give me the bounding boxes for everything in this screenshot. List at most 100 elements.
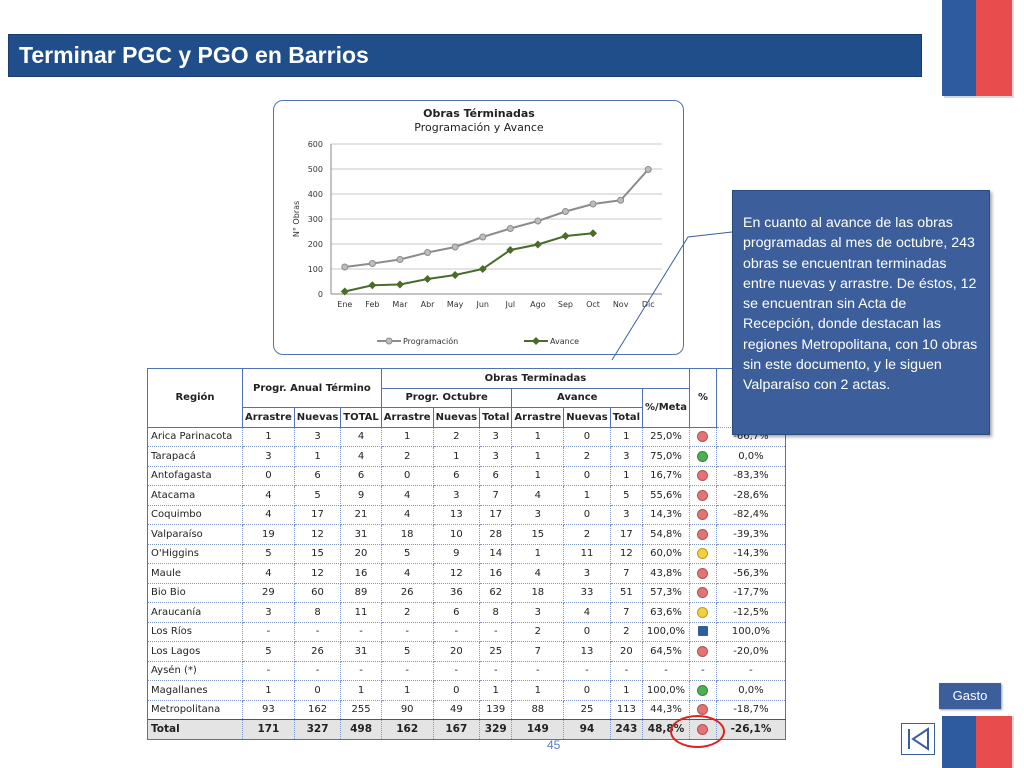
status-cell — [688, 563, 717, 584]
flag-logo-bottom — [942, 716, 1014, 768]
value-cell: 33 — [563, 582, 611, 603]
data-point — [340, 287, 349, 296]
value-cell: 7 — [609, 602, 644, 623]
page-number: 45 — [547, 738, 561, 752]
data-point — [396, 256, 404, 263]
sub-header: TOTAL — [340, 407, 382, 428]
region-cell: O'Higgins — [147, 543, 243, 564]
back-nav-button[interactable] — [901, 723, 935, 755]
value-cell: 4 — [380, 563, 434, 584]
pct-meta-cell: 14,3% — [642, 504, 690, 525]
value-cell: 1 — [293, 446, 342, 467]
header-obras-terminadas: Obras Terminadas — [380, 368, 690, 389]
region-cell: Magallanes — [147, 680, 243, 701]
pct-meta-cell: 57,3% — [642, 582, 690, 603]
chart-panel: Obras Términadas Programación y Avance 0 10… — [273, 100, 684, 355]
region-cell: Maule — [147, 563, 243, 584]
x-tick-label: Jul — [504, 300, 515, 309]
value-cell: 1 — [479, 680, 513, 701]
value-cell: 3 — [479, 426, 513, 447]
value-cell: 0 — [380, 465, 434, 486]
value-cell: 3 — [293, 426, 342, 447]
x-tick-label: Mar — [392, 300, 408, 309]
value-cell: 162 — [293, 699, 342, 720]
value-cell: 498 — [340, 719, 382, 740]
value-cell: 25 — [563, 699, 611, 720]
value-cell: 5 — [242, 543, 295, 564]
status-yellow-icon — [697, 548, 709, 559]
pct-meta-cell: 44,3% — [642, 699, 690, 720]
value-cell: 1 — [242, 426, 295, 447]
value-cell: 20 — [609, 641, 644, 662]
table-row: Coquimbo 4 17 21 4 13 17 3 0 3 14,3% -82,4% — [147, 504, 786, 525]
status-cell — [688, 641, 717, 662]
value-cell: 29 — [242, 582, 295, 603]
status-red-icon — [697, 587, 709, 598]
pct-meta-cell: 60,0% — [642, 543, 690, 564]
value-cell: 3 — [242, 446, 295, 467]
status-green-icon — [697, 450, 709, 462]
table-row: O'Higgins 5 15 20 5 9 14 1 11 12 60,0% -14,3% — [147, 543, 786, 564]
value-cell: 4 — [563, 602, 611, 623]
status-red-icon — [697, 645, 709, 657]
data-point — [534, 217, 542, 225]
value-cell: 1 — [511, 446, 565, 467]
value-cell: 1 — [511, 680, 565, 701]
sub-header: Total — [609, 407, 644, 428]
value-cell: 3 — [511, 504, 565, 525]
value-cell: 3 — [479, 446, 513, 467]
value-cell: 5 — [609, 485, 644, 506]
value-cell: 3 — [511, 602, 565, 623]
region-cell: Tarapacá — [147, 446, 243, 467]
value-cell: 4 — [340, 426, 382, 447]
callout-box: En cuanto al avance de las obras program… — [732, 190, 990, 435]
value-cell: 89 — [340, 582, 382, 603]
legend-label: Avance — [550, 337, 579, 346]
data-point — [589, 229, 598, 238]
region-cell: Araucanía — [147, 602, 243, 623]
value-cell: 20 — [432, 641, 481, 662]
status-yellow-icon — [697, 606, 709, 618]
status-cell — [688, 719, 717, 740]
title-bar: Terminar PGC y PGO en Barrios — [8, 34, 922, 77]
status-red-icon — [697, 489, 709, 501]
pct-meta-cell: 55,6% — [642, 485, 690, 506]
value-cell: 18 — [511, 582, 565, 603]
value-cell: 1 — [511, 426, 565, 447]
status-cell — [688, 426, 717, 447]
value-cell: - — [563, 660, 611, 681]
region-cell: Bio Bio — [147, 582, 243, 603]
value-cell: 26 — [293, 641, 342, 662]
gasto-button[interactable]: Gasto — [939, 683, 1001, 709]
value-cell: 171 — [242, 719, 295, 740]
value-cell: 139 — [479, 699, 513, 720]
data-point — [506, 225, 514, 232]
status-cell — [688, 504, 717, 525]
value-cell: - — [432, 621, 481, 642]
data-point — [368, 281, 377, 290]
value-cell: 0 — [563, 465, 611, 486]
value-cell: 5 — [293, 485, 342, 506]
pct-meta-cell: 48,8% — [642, 719, 690, 740]
region-cell: Valparaíso — [147, 524, 243, 545]
value-cell: 1 — [563, 485, 611, 506]
chart-title: Obras Términadas — [423, 107, 535, 120]
table-row: Arica Parinacota 1 3 4 1 2 3 1 0 1 25,0% -66,7% — [147, 426, 786, 447]
value-cell: 17 — [293, 504, 342, 525]
value-cell: 4 — [340, 446, 382, 467]
region-cell: Total — [147, 719, 243, 740]
x-tick-label: Ene — [337, 300, 352, 309]
data-point — [478, 265, 487, 273]
header-pct-meta: %/Meta — [642, 387, 690, 428]
status-cell — [688, 621, 717, 642]
value-cell: 12 — [293, 563, 342, 584]
x-tick-label: May — [447, 300, 464, 309]
deviation-cell: -83,3% — [715, 465, 786, 486]
x-tick-label: Feb — [365, 300, 379, 309]
value-cell: 18 — [380, 524, 434, 545]
value-cell: 0 — [563, 680, 611, 701]
deviation-cell: -14,3% — [715, 543, 786, 564]
deviation-cell: -28,6% — [715, 485, 786, 506]
value-cell: 1 — [609, 426, 644, 447]
value-cell: 6 — [340, 465, 382, 486]
